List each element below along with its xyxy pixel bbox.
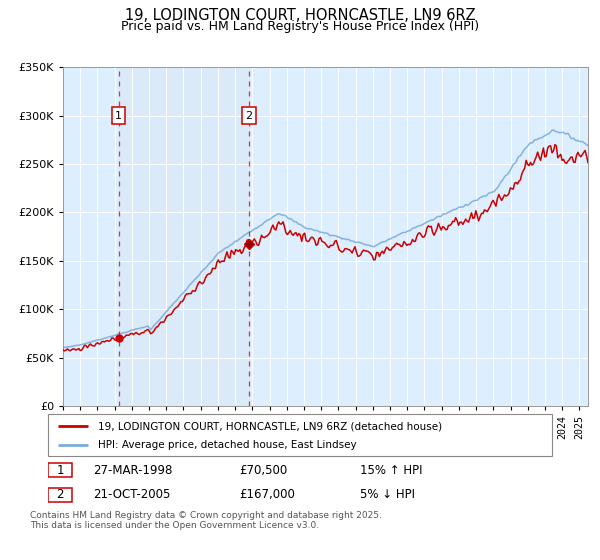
Text: 19, LODINGTON COURT, HORNCASTLE, LN9 6RZ (detached house): 19, LODINGTON COURT, HORNCASTLE, LN9 6RZ… [98, 421, 443, 431]
Text: 5% ↓ HPI: 5% ↓ HPI [361, 488, 415, 501]
Text: 1: 1 [115, 111, 122, 120]
Text: 2: 2 [56, 488, 64, 501]
Text: 2: 2 [245, 111, 253, 120]
FancyBboxPatch shape [48, 414, 552, 456]
Text: 19, LODINGTON COURT, HORNCASTLE, LN9 6RZ: 19, LODINGTON COURT, HORNCASTLE, LN9 6RZ [125, 8, 475, 24]
Text: Price paid vs. HM Land Registry's House Price Index (HPI): Price paid vs. HM Land Registry's House … [121, 20, 479, 32]
Bar [119, 67, 249, 406]
Text: Contains HM Land Registry data © Crown copyright and database right 2025.
This d: Contains HM Land Registry data © Crown c… [30, 511, 382, 530]
Text: £167,000: £167,000 [239, 488, 295, 501]
FancyBboxPatch shape [48, 463, 72, 477]
Text: 27-MAR-1998: 27-MAR-1998 [94, 464, 173, 477]
Text: 15% ↑ HPI: 15% ↑ HPI [361, 464, 423, 477]
Text: HPI: Average price, detached house, East Lindsey: HPI: Average price, detached house, East… [98, 440, 357, 450]
Text: 21-OCT-2005: 21-OCT-2005 [94, 488, 171, 501]
FancyBboxPatch shape [48, 488, 72, 502]
Text: 1: 1 [56, 464, 64, 477]
Text: £70,500: £70,500 [239, 464, 288, 477]
